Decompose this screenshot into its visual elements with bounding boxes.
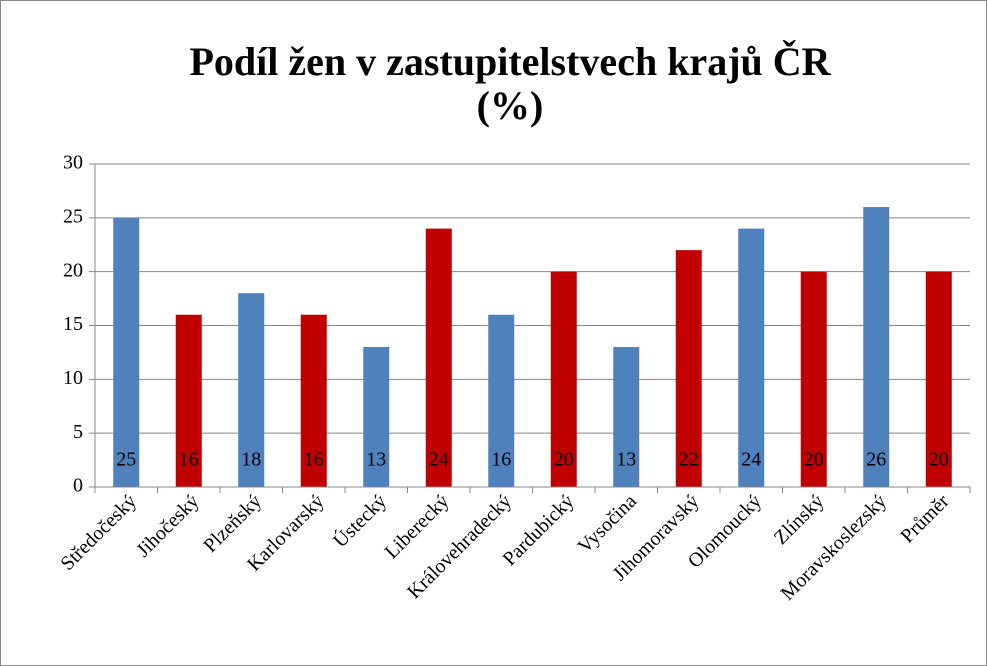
chart-title: Podíl žen v zastupitelstvech krajů ČR [189, 39, 831, 84]
data-label: 26 [866, 449, 886, 471]
bar [488, 314, 515, 487]
y-tick-label: 25 [63, 205, 83, 227]
data-label: 20 [554, 449, 574, 471]
data-label: 24 [429, 449, 449, 471]
bar [863, 207, 890, 488]
chart-title: (%) [477, 83, 544, 128]
bar [738, 228, 765, 487]
data-label: 22 [679, 449, 699, 471]
data-label: 16 [304, 449, 324, 471]
data-label: 20 [929, 449, 949, 471]
bar [925, 271, 952, 487]
bar [238, 293, 265, 487]
y-tick-label: 5 [73, 421, 83, 443]
bar [175, 314, 202, 487]
data-label: 16 [491, 449, 511, 471]
y-tick-label: 0 [73, 475, 83, 497]
y-tick-label: 15 [63, 313, 83, 335]
data-label: 24 [741, 449, 761, 471]
y-tick-label: 20 [63, 259, 83, 281]
bar [550, 271, 577, 487]
data-label: 18 [241, 449, 261, 471]
bar [800, 271, 827, 487]
bar [363, 347, 390, 487]
bar [113, 217, 140, 488]
data-label: 25 [116, 449, 136, 471]
data-label: 20 [804, 449, 824, 471]
data-label: 13 [616, 449, 636, 471]
y-tick-label: 10 [63, 367, 83, 389]
bar [425, 228, 452, 487]
bar [613, 347, 640, 487]
data-label: 13 [366, 449, 386, 471]
data-label: 16 [179, 449, 199, 471]
y-tick-label: 30 [63, 152, 83, 174]
bar [300, 314, 327, 487]
bar [675, 250, 702, 487]
